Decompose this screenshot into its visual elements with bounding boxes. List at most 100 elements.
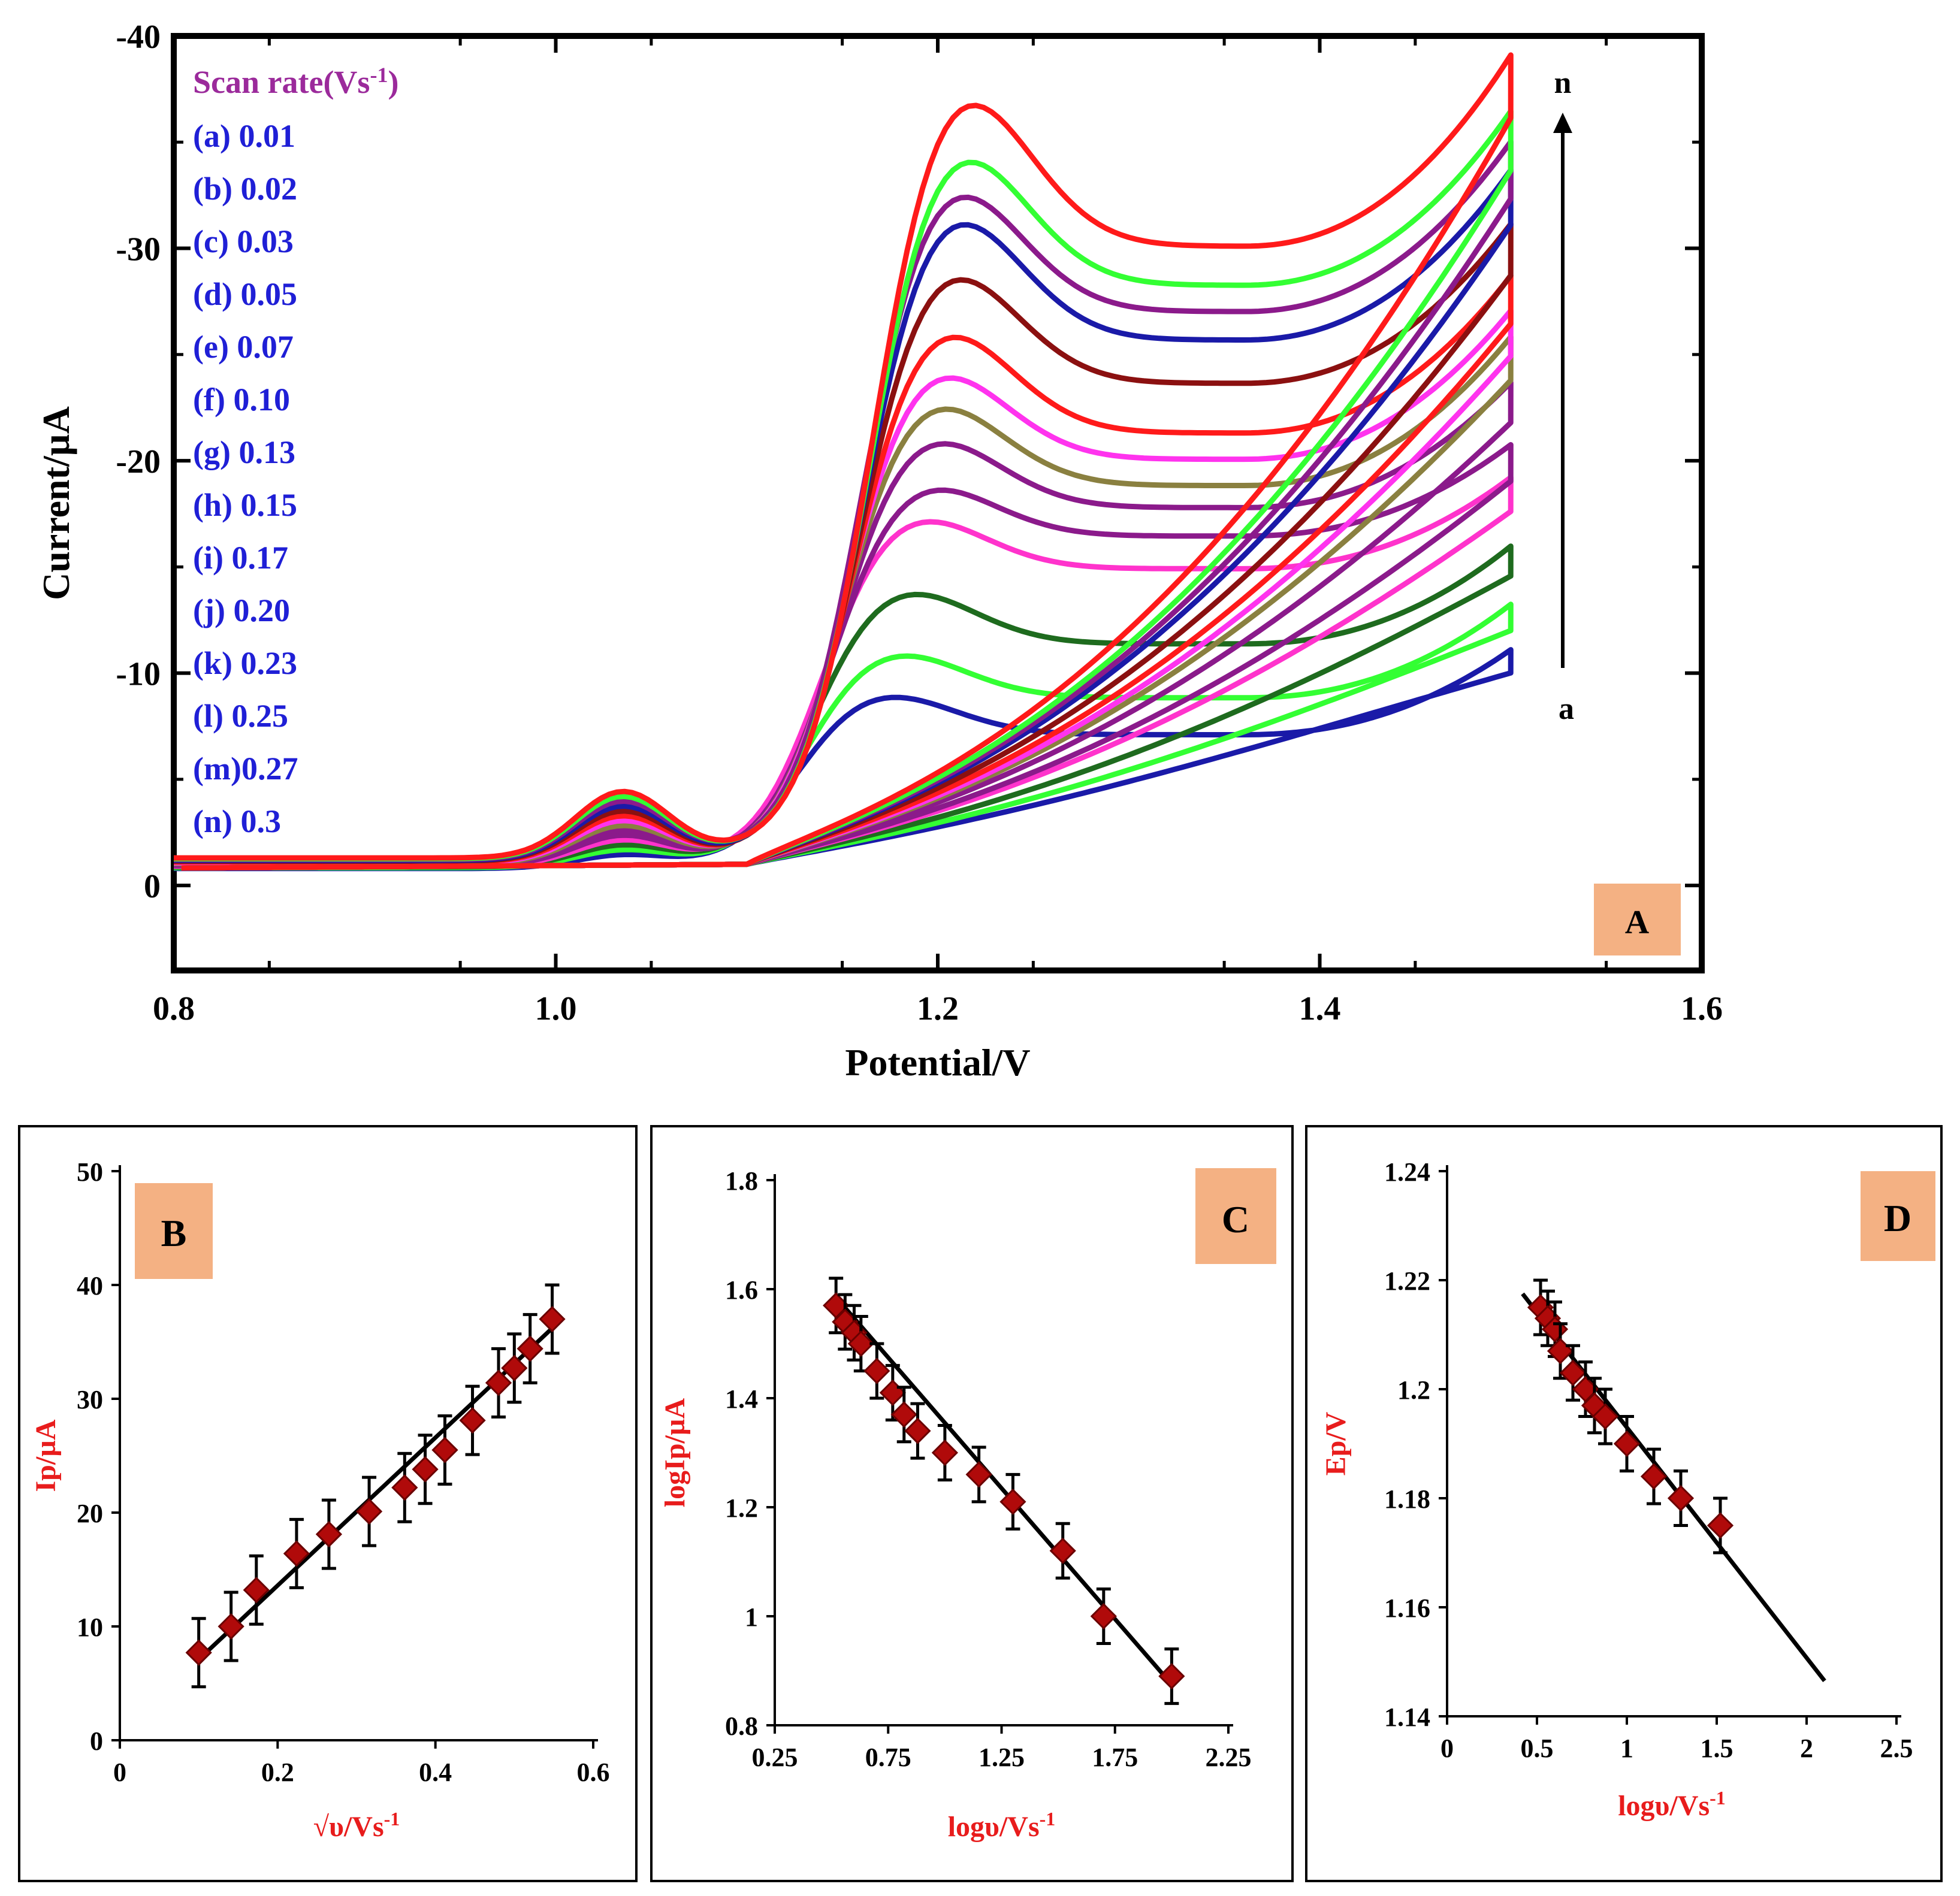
- panel-b-data-point: [485, 1369, 512, 1396]
- panel-a-ytick-label: -30: [116, 231, 161, 268]
- panel-c-ytick-label: 1.8: [725, 1166, 758, 1196]
- panel-b-xlabel: √υ/Vs-1: [313, 1808, 400, 1843]
- panel-b-ytick-label: 40: [77, 1271, 103, 1301]
- panel-c-data-point: [879, 1379, 906, 1407]
- panel-c-xtick-label: 0.75: [865, 1743, 911, 1772]
- panel-c-xtick-label: 1.75: [1092, 1743, 1138, 1772]
- legend-entry: (c) 0.03: [193, 223, 294, 259]
- panel-a-ytick-label: -20: [116, 443, 161, 480]
- panel-a-cv-chart: 0.8 1.0 1.2 1.4 1.6 -40 -30 -20 -10 0 Scan rate(V…: [35, 19, 1723, 1084]
- panel-b-data-point: [539, 1305, 566, 1333]
- panel-b-ytick-label: 0: [90, 1726, 103, 1756]
- arrow-label-a: a: [1559, 692, 1574, 726]
- panel-c-data-point: [965, 1461, 992, 1488]
- legend-entry: (e) 0.07: [193, 329, 294, 365]
- panel-c-ylabel: logIp/µA: [659, 1398, 691, 1507]
- cv-curve-10: [174, 221, 1514, 871]
- legend-entry: (k) 0.23: [193, 645, 297, 681]
- panel-d-ytick-label: 1.22: [1384, 1266, 1430, 1296]
- panel-c-ytick-label: 1.4: [725, 1384, 758, 1414]
- panel-c-label-box: [1195, 1168, 1276, 1264]
- panel-b-ylabel: Ip/µA: [30, 1419, 62, 1492]
- panel-b-data-point: [517, 1335, 543, 1362]
- panel-c-xtick-label: 2.25: [1206, 1743, 1252, 1772]
- panel-c-data-point: [847, 1330, 874, 1357]
- panel-d-ylabel: Ep/V: [1320, 1411, 1352, 1475]
- panel-a-xtick-label: 1.0: [535, 990, 577, 1027]
- panel-b-ytick-label: 30: [77, 1385, 103, 1414]
- panel-a-ylabel: Current/µA: [35, 406, 77, 600]
- panel-b-data-point: [391, 1474, 418, 1501]
- legend-entry: (l) 0.25: [193, 698, 288, 734]
- panel-b-xtick-label: 0.2: [261, 1758, 294, 1787]
- panel-b-ip-vs-sqrt-scan-rate: 0 10 20 30 40 50 0 0.2 0.4 0.6 √υ/Vs-1 Ip/µA: [30, 1157, 610, 1843]
- panel-c-data-point: [1158, 1662, 1185, 1690]
- cv-curve-14: [174, 52, 1514, 871]
- panel-b-border: [18, 1125, 638, 1882]
- panel-b-label: B: [161, 1212, 187, 1254]
- panel-a-label: A: [1625, 904, 1650, 941]
- panel-d-data-point: [1547, 1338, 1574, 1365]
- panel-a-legend: Scan rate(Vs-1) (a) 0.01 (b) 0.02 (c) 0.03 (…: [193, 63, 398, 839]
- panel-b-data-point: [459, 1407, 486, 1434]
- panel-b-data-point: [355, 1498, 383, 1525]
- panel-d-data-point: [1667, 1484, 1695, 1512]
- panel-c-data-point: [890, 1401, 917, 1428]
- panel-d-ytick-label: 1.16: [1384, 1593, 1430, 1623]
- panel-d-xtick-label: 1.5: [1701, 1734, 1734, 1763]
- panel-d-data-point: [1559, 1359, 1587, 1386]
- panel-b-data-point: [315, 1520, 343, 1548]
- panel-d-label-box: [1861, 1171, 1935, 1261]
- panel-a-xlabel: Potential/V: [845, 1041, 1030, 1084]
- panel-c-ytick-label: 0.8: [725, 1711, 758, 1741]
- panel-d-xtick-label: 0: [1440, 1734, 1454, 1763]
- panel-a-axes: 0.8 1.0 1.2 1.4 1.6 -40 -30 -20 -10 0: [116, 19, 1723, 1027]
- panel-b-data-point: [431, 1437, 458, 1463]
- panel-d-xtick-label: 0.5: [1521, 1734, 1554, 1763]
- panel-d-label: D: [1884, 1197, 1911, 1239]
- panel-c-ytick-label: 1: [745, 1602, 758, 1632]
- panel-d-xlabel: logυ/Vs-1: [1618, 1787, 1726, 1822]
- panel-c-ytick-label: 1.6: [725, 1275, 758, 1305]
- panel-c-xtick-label: 1.25: [979, 1743, 1025, 1772]
- panel-d-xtick-label: 2.5: [1880, 1734, 1913, 1763]
- legend-entry: (j) 0.20: [193, 592, 290, 628]
- panel-d-data-point: [1613, 1430, 1641, 1457]
- cv-curve-12: [174, 139, 1514, 871]
- panel-a-ytick-label: -10: [116, 656, 161, 693]
- legend-entry: (d) 0.05: [193, 276, 297, 312]
- panel-c-data-point: [904, 1417, 931, 1444]
- panel-a-xtick-label: 1.4: [1299, 990, 1341, 1027]
- panel-c-data-point: [999, 1488, 1026, 1516]
- panel-b-xtick-label: 0.4: [419, 1758, 452, 1787]
- panel-b-ytick-label: 20: [77, 1499, 103, 1528]
- panel-b-ytick-label: 50: [77, 1157, 103, 1187]
- panel-d-xtick-label: 1: [1620, 1734, 1633, 1763]
- legend-entry: (n) 0.3: [193, 803, 281, 839]
- panel-a-ytick-label: -40: [116, 19, 161, 56]
- legend-entry: (g) 0.13: [193, 434, 295, 470]
- panel-a-xtick-label: 0.8: [153, 990, 195, 1027]
- panel-d-ytick-label: 1.24: [1384, 1157, 1430, 1187]
- arrow-label-n: n: [1554, 66, 1572, 100]
- panel-c-data-point: [863, 1357, 890, 1384]
- panel-b-xtick-label: 0.6: [577, 1758, 610, 1787]
- panel-b-data-point: [185, 1639, 212, 1666]
- panel-c-fit-line: [834, 1296, 1174, 1686]
- legend-entry: (b) 0.02: [193, 171, 297, 207]
- panel-b-ytick-label: 10: [77, 1613, 103, 1642]
- panel-c-xlabel: logυ/Vs-1: [948, 1808, 1056, 1843]
- panel-c-xtick-label: 0.25: [752, 1743, 798, 1772]
- panel-a-xtick-label: 1.6: [1681, 990, 1723, 1027]
- panel-b-data-point: [283, 1540, 310, 1567]
- panel-a-ytick-label: 0: [144, 868, 161, 905]
- panel-d-data-point: [1591, 1403, 1619, 1430]
- legend-entry: (m)0.27: [193, 751, 298, 787]
- panel-a-curves: [174, 52, 1514, 872]
- legend-title: Scan rate(Vs-1): [193, 63, 398, 100]
- panel-b-data-point: [412, 1456, 439, 1483]
- panel-b-data-point: [218, 1613, 244, 1640]
- panel-d-ytick-label: 1.14: [1384, 1703, 1430, 1732]
- panel-c-border: [650, 1125, 1294, 1882]
- panel-d-xtick-label: 2: [1800, 1734, 1813, 1763]
